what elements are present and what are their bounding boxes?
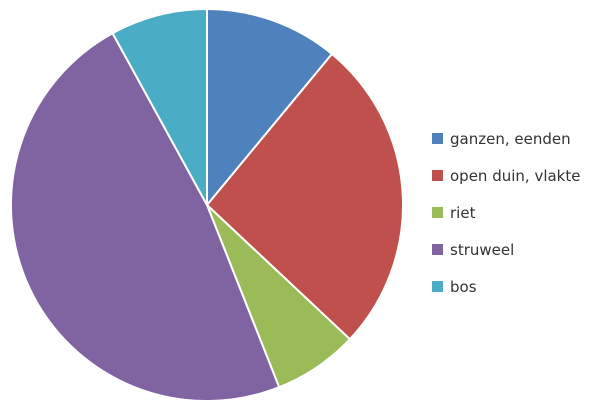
pie-slice-bos: [111, 8, 208, 206]
legend-item-bos: bos: [432, 268, 580, 305]
legend-label: bos: [450, 277, 477, 296]
legend-swatch: [432, 207, 443, 218]
legend-swatch: [432, 281, 443, 292]
legend-item-riet: riet: [432, 194, 580, 231]
pie-slice-struweel: [9, 32, 281, 400]
pie-slice-ganzen-eenden: [206, 8, 333, 206]
legend-label: ganzen, eenden: [450, 129, 571, 148]
legend-item-open-duin-vlakte: open duin, vlakte: [432, 157, 580, 194]
legend-label: riet: [450, 203, 476, 222]
legend-swatch: [432, 244, 443, 255]
legend: ganzen, eenden open duin, vlakte riet st…: [432, 120, 580, 305]
legend-label: struweel: [450, 240, 515, 259]
legend-swatch: [432, 133, 443, 144]
legend-item-ganzen-eenden: ganzen, eenden: [432, 120, 580, 157]
legend-swatch: [432, 170, 443, 181]
legend-label: open duin, vlakte: [450, 166, 581, 185]
legend-item-struweel: struweel: [432, 231, 580, 268]
pie-slice-open-duin-vlakte: [206, 52, 405, 341]
